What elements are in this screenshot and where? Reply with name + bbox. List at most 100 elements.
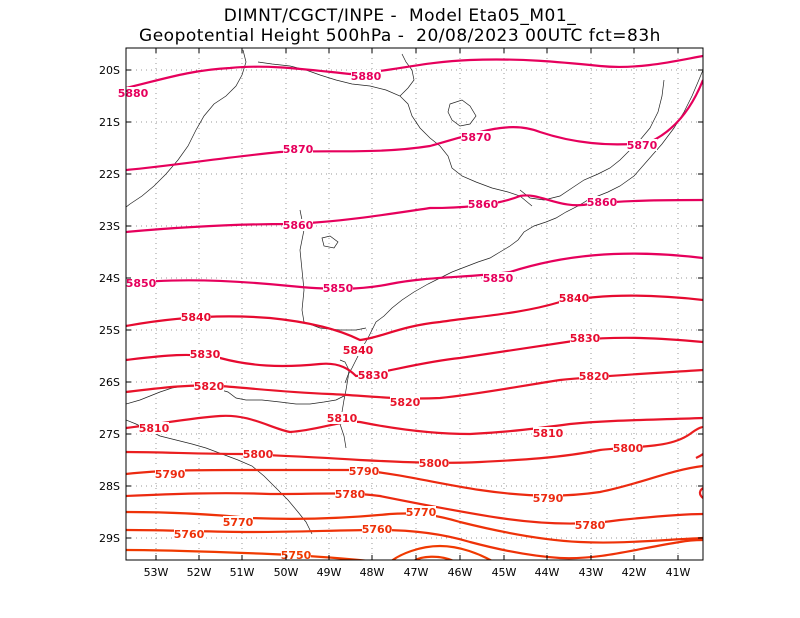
lon-tick-label: 46W: [448, 566, 473, 579]
contour-label-bg: [139, 422, 169, 434]
contour-label: 5830: [358, 369, 389, 382]
contour-label-bg: [468, 198, 498, 210]
state-border-2: [257, 61, 533, 207]
chart-title-line1: DIMNT/CGCT/INPE - Model Eta05_M01_: [223, 6, 577, 26]
lon-tick-label: 42W: [622, 566, 647, 579]
contour-label-bg: [533, 427, 563, 439]
contour-label: 5870: [627, 139, 658, 152]
contour-label-bg: [575, 519, 605, 531]
contour-label-bg: [570, 332, 600, 344]
contour-label: 5770: [223, 516, 254, 529]
contour-5850: [126, 252, 703, 290]
contour-label-bg: [283, 219, 313, 231]
axis-ticks: [126, 48, 703, 560]
contour-label-bg: [351, 70, 381, 82]
contour-label: 5850: [126, 277, 157, 290]
contour-label-bg: [243, 448, 273, 460]
contour-label-bg: [349, 465, 379, 477]
contour-label-bg: [358, 369, 388, 381]
contour-label-bg: [327, 412, 357, 424]
lat-tick-label: 24S: [99, 272, 120, 285]
chart-title-line2: Geopotential Height 500hPa - 20/08/2023 …: [139, 26, 661, 46]
state-border-8: [339, 359, 350, 449]
contour-label: 5870: [283, 143, 314, 156]
contour-label: 5780: [335, 488, 366, 501]
contour-label-bg: [587, 196, 617, 208]
lon-tick-label: 53W: [144, 566, 169, 579]
reservoir: [447, 99, 477, 127]
contour-5780: [126, 492, 703, 525]
contour-label: 5850: [323, 282, 354, 295]
state-border-3: [299, 209, 367, 331]
contour-label-bg: [559, 292, 589, 304]
contour-label: 5880: [351, 70, 382, 83]
coastline: [344, 69, 703, 384]
lon-tick-label: 45W: [492, 566, 517, 579]
contour-label: 5790: [349, 465, 380, 478]
contour-label: 5820: [194, 380, 225, 393]
contour-label-bg: [194, 380, 224, 392]
contour-5870: [126, 79, 703, 172]
lon-tick-label: 47W: [404, 566, 429, 579]
reservoir-2: [321, 235, 339, 249]
coastline-borders: [126, 49, 703, 535]
contour-label: 5800: [613, 442, 644, 455]
contour-label-bg: [362, 523, 392, 535]
contour-label: 5860: [283, 219, 314, 232]
contour-label-bg: [406, 506, 436, 518]
contour-label: 5820: [579, 370, 610, 383]
contour-label: 5790: [155, 468, 186, 481]
lon-tick-label: 50W: [274, 566, 299, 579]
lat-tick-label: 22S: [99, 168, 120, 181]
contour-label-bg: [579, 370, 609, 382]
contour-5800: [126, 426, 703, 464]
contour-label: 5850: [483, 272, 514, 285]
contour-label: 5840: [181, 311, 212, 324]
contour-label-bg: [223, 516, 253, 528]
lon-tick-label: 48W: [360, 566, 385, 579]
lat-tick-label: 25S: [99, 324, 120, 337]
lat-tick-label: 27S: [99, 428, 120, 441]
contour-5840: [126, 294, 703, 342]
lat-tick-label: 28S: [99, 480, 120, 493]
lat-tick-label: 29S: [99, 532, 120, 545]
contour-label-bg: [283, 143, 313, 155]
lat-tick-label: 26S: [99, 376, 120, 389]
state-border-1: [126, 49, 247, 208]
contour-5760: [126, 528, 703, 560]
contour-label: 5770: [406, 506, 437, 519]
contour-label-bg: [174, 528, 204, 540]
contour-label: 5840: [343, 344, 374, 357]
lat-tick-label: 23S: [99, 220, 120, 233]
contour-label-bg: [335, 488, 365, 500]
contour-labels: 5880 5880 5870 5870 5870 5860 5860 5860 5850 5850…: [118, 70, 658, 562]
contour-label: 5790: [533, 492, 564, 505]
contour-label: 5750: [281, 549, 312, 562]
contour-label: 5810: [533, 427, 564, 440]
lon-tick-label: 43W: [579, 566, 604, 579]
contour-5740: [390, 544, 493, 560]
contour-label-bg: [343, 344, 373, 356]
contour-label: 5840: [559, 292, 590, 305]
contour-5730: [413, 555, 455, 560]
contour-5750: [126, 548, 371, 560]
contour-label-bg: [323, 282, 353, 294]
contour-label: 5800: [419, 457, 450, 470]
contour-label: 5760: [362, 523, 393, 536]
contour-5790: [126, 464, 703, 497]
contour-label-bg: [533, 492, 563, 504]
lat-tick-label: 21S: [99, 116, 120, 129]
contour-label-bg: [390, 396, 420, 408]
contour-label: 5860: [587, 196, 618, 209]
state-border-4: [126, 385, 345, 405]
contour-label: 5880: [118, 87, 149, 100]
contour-label: 5830: [190, 348, 221, 361]
contour-label: 5870: [461, 131, 492, 144]
lon-tick-label: 41W: [666, 566, 691, 579]
contour-edge: [695, 453, 703, 499]
contour-label-bg: [190, 348, 220, 360]
contour-label-bg: [155, 468, 185, 480]
contour-label-bg: [627, 139, 657, 151]
contour-label: 5760: [174, 528, 205, 541]
lon-tick-label: 44W: [535, 566, 560, 579]
